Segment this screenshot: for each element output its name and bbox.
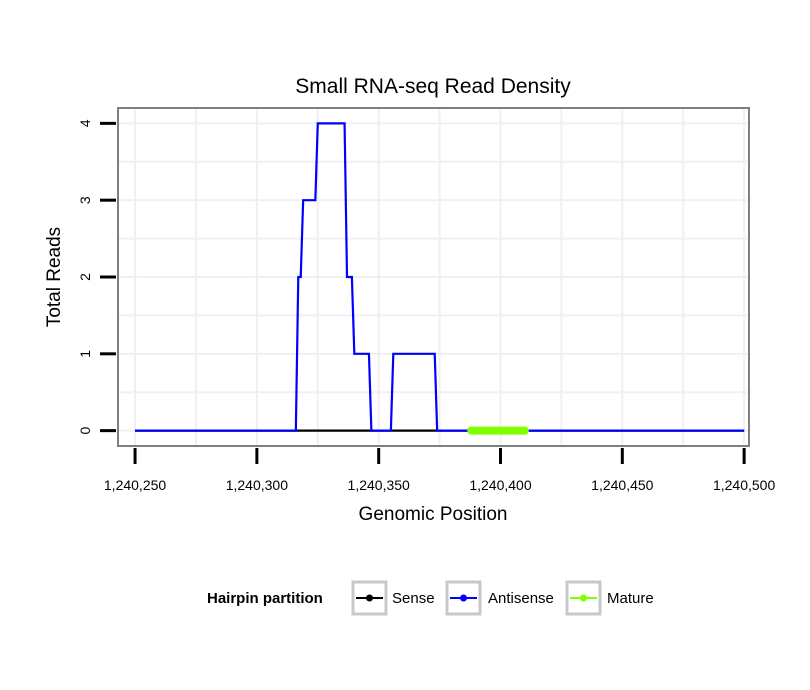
legend-item-sense: Sense: [351, 580, 435, 616]
x-axis: 1,240,250 1,240,300 1,240,350 1,240,400 1,24…: [104, 448, 775, 493]
y-tick-label: 3: [77, 196, 93, 204]
x-tick-label: 1,240,250: [104, 477, 166, 493]
gridlines: [119, 109, 748, 445]
x-tick-label: 1,240,500: [713, 477, 775, 493]
y-tick-label: 0: [77, 427, 93, 435]
legend-item-mature: Mature: [565, 580, 654, 616]
y-tick-label: 2: [77, 273, 93, 281]
legend-title: Hairpin partition: [207, 590, 323, 607]
x-axis-label: Genomic Position: [359, 504, 508, 525]
legend: Hairpin partition Sense Antisense Mature: [207, 580, 654, 616]
legend-label: Mature: [607, 590, 654, 607]
x-tick-label: 1,240,450: [591, 477, 653, 493]
y-axis-label: Total Reads: [44, 227, 65, 327]
series-layer: [135, 122, 745, 435]
x-tick-label: 1,240,400: [469, 477, 531, 493]
x-tick-label: 1,240,350: [348, 477, 410, 493]
legend-item-antisense: Antisense: [445, 580, 554, 616]
x-tick-label: 1,240,300: [226, 477, 288, 493]
legend-key-dot: [580, 594, 587, 602]
y-tick-label: 1: [77, 350, 93, 358]
legend-key-dot: [366, 594, 373, 602]
y-axis: 0 1 2 3 4: [77, 119, 116, 435]
legend-label: Antisense: [488, 590, 554, 607]
series-line-antisense: [135, 122, 745, 432]
chart-title: Small RNA-seq Read Density: [295, 75, 571, 98]
y-tick-label: 4: [77, 119, 93, 127]
legend-key-dot: [460, 594, 467, 602]
legend-label: Sense: [392, 590, 435, 607]
